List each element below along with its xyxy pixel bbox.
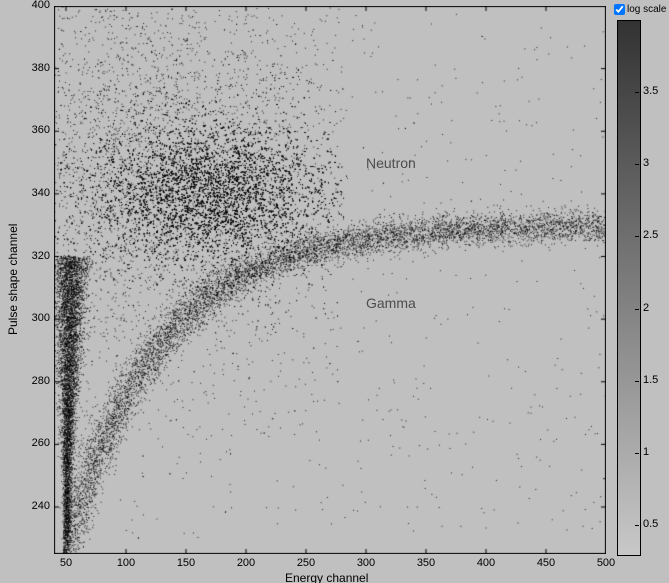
x-tick-label: 500	[596, 557, 616, 569]
colorbar-tick	[635, 525, 639, 526]
colorbar-tick-label: 1.5	[643, 374, 658, 386]
figure-container: Energy channel Pulse shape channel Neutr…	[0, 0, 669, 583]
x-tick-label: 150	[176, 557, 196, 569]
y-tick-label: 280	[24, 375, 50, 387]
colorbar-tick	[635, 381, 639, 382]
x-tick-label: 450	[536, 557, 556, 569]
y-tick-label: 320	[24, 250, 50, 262]
x-tick-label: 200	[236, 557, 256, 569]
y-tick-label: 340	[24, 187, 50, 199]
y-tick-label: 260	[24, 437, 50, 449]
scatter-plot-canvas	[54, 6, 606, 554]
x-tick-label: 350	[416, 557, 436, 569]
y-tick-label: 240	[24, 500, 50, 512]
y-tick-label: 380	[24, 62, 50, 74]
y-axis-label: Pulse shape channel	[6, 224, 20, 335]
colorbar-tick-label: 1	[643, 446, 649, 458]
y-tick-label: 400	[24, 0, 50, 11]
x-tick-label: 100	[116, 557, 136, 569]
log-scale-checkbox[interactable]	[614, 4, 625, 15]
y-tick-label: 360	[24, 124, 50, 136]
colorbar-tick	[635, 92, 639, 93]
x-tick-label: 400	[476, 557, 496, 569]
colorbar-tick-label: 2.5	[643, 229, 658, 241]
colorbar-tick-label: 2	[643, 302, 649, 314]
x-axis-label: Energy channel	[285, 571, 368, 583]
colorbar-tick	[635, 164, 639, 165]
colorbar-tick	[635, 309, 639, 310]
colorbar-tick-label: 3.5	[643, 85, 658, 97]
annotation-gamma: Gamma	[366, 295, 416, 311]
colorbar-tick-label: 0.5	[643, 518, 658, 530]
log-scale-control[interactable]: log scale	[614, 4, 666, 15]
log-scale-label: log scale	[627, 4, 666, 15]
colorbar-gradient	[618, 21, 640, 555]
colorbar-tick	[635, 236, 639, 237]
annotation-neutron: Neutron	[366, 155, 416, 171]
colorbar-tick-label: 3	[643, 157, 649, 169]
x-tick-label: 250	[296, 557, 316, 569]
x-tick-label: 300	[356, 557, 376, 569]
y-tick-label: 300	[24, 312, 50, 324]
colorbar-frame	[617, 20, 641, 556]
x-tick-label: 50	[56, 557, 76, 569]
colorbar-tick	[635, 453, 639, 454]
